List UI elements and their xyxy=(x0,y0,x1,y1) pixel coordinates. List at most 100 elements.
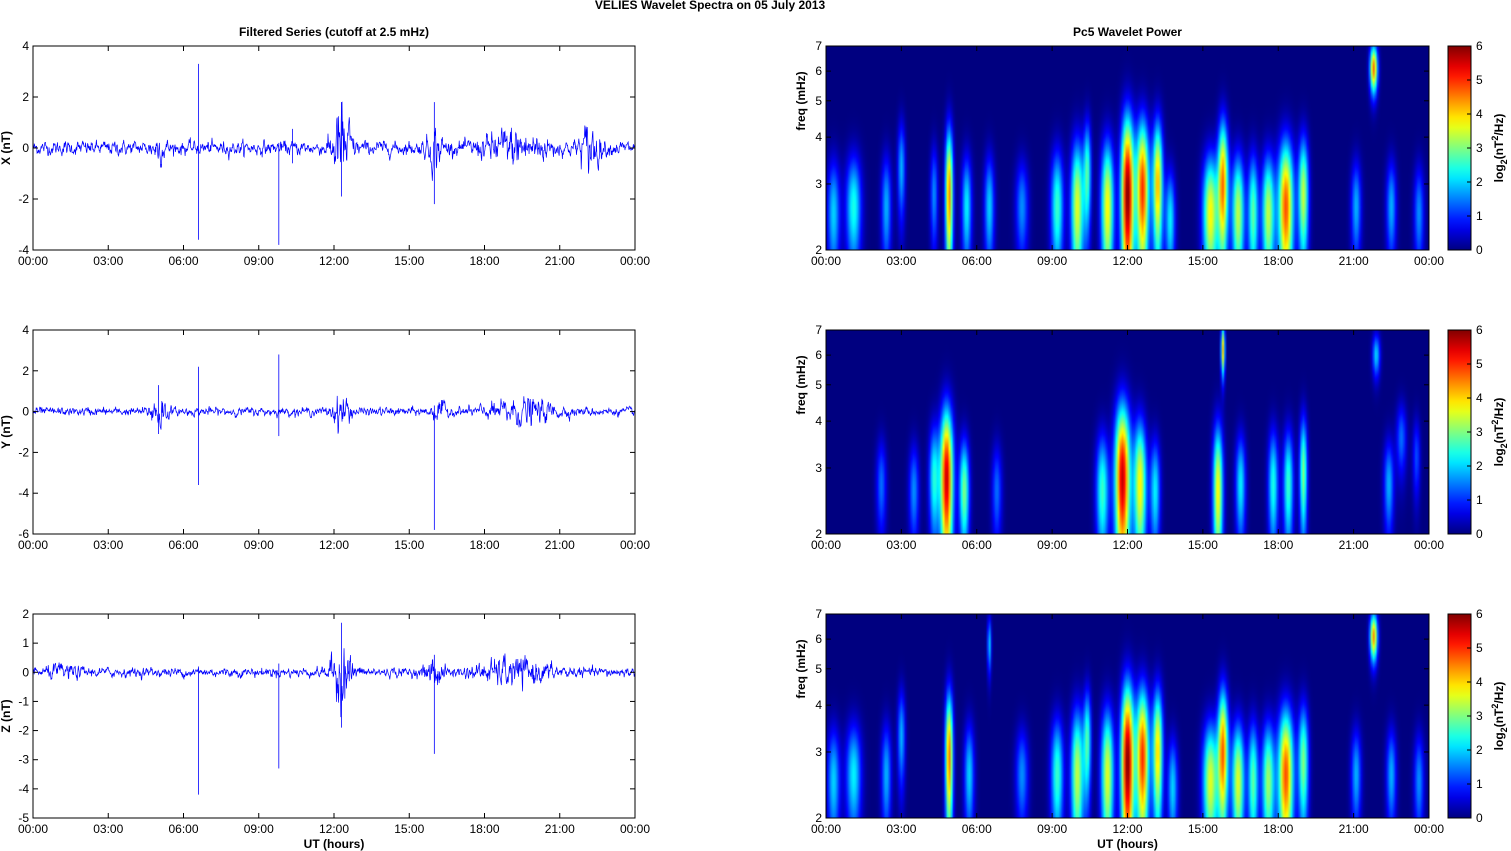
colorbar-tick-label: 6 xyxy=(1476,607,1483,621)
ytick-label: 2 xyxy=(815,527,822,541)
ts-xtick-label: 18:00 xyxy=(469,254,499,268)
wv-xtick-label: 03:00 xyxy=(886,254,916,268)
wv-xtick-label: 00:00 xyxy=(1414,822,1444,836)
ts-xtick-label: 21:00 xyxy=(545,538,575,552)
wv-xtick-label: 00:00 xyxy=(1414,538,1444,552)
ytick-label: 7 xyxy=(815,607,822,621)
colorbar-tick-label: 3 xyxy=(1476,425,1483,439)
ytick-label: 2 xyxy=(815,243,822,257)
wv-xtick-label: 18:00 xyxy=(1263,822,1293,836)
colorbar-tick-label: 3 xyxy=(1476,141,1483,155)
colorbar-tick-label: 1 xyxy=(1476,777,1483,791)
ytick-label: -5 xyxy=(18,811,29,825)
ytick-label: 4 xyxy=(22,39,29,53)
ytick-label: -4 xyxy=(18,782,29,796)
ytick-label: -3 xyxy=(18,753,29,767)
wv-xtick-label: 09:00 xyxy=(1037,538,1067,552)
colorbar: 0 1 2 3 4 5 6 log2(nT2/Hz) xyxy=(1447,39,1509,257)
ts-xtick-label: 15:00 xyxy=(394,538,424,552)
ts-xtick-label: 06:00 xyxy=(168,538,198,552)
ytick-label: 2 xyxy=(22,90,29,104)
wv-xtick-label: 12:00 xyxy=(1112,822,1142,836)
ts-xtick-label: 15:00 xyxy=(394,254,424,268)
ytick-label: 5 xyxy=(815,378,822,392)
ytick-label: 3 xyxy=(815,177,822,191)
ytick-label: 3 xyxy=(815,461,822,475)
ylabel: Y (nT) xyxy=(0,415,13,449)
ytick-label: 6 xyxy=(815,348,822,362)
series-line xyxy=(32,395,636,434)
wv-xtick-label: 12:00 xyxy=(1112,254,1142,268)
wavelet-panel-3: 2 3 4 5 6 7 00:00 03:00 06:00 09:00 12:00 15:00 18:0… xyxy=(794,607,1509,851)
ytick-label: 2 xyxy=(22,607,29,621)
heatmap-image xyxy=(826,614,1429,818)
colorbar-tick-label: 1 xyxy=(1476,209,1483,223)
ytick-label: -4 xyxy=(18,486,29,500)
ts-xtick-label: 21:00 xyxy=(545,822,575,836)
ytick-label: -1 xyxy=(18,694,29,708)
colorbar-tick-label: 5 xyxy=(1476,357,1483,371)
wavelet-panel-2: 2 3 4 5 6 7 00:00 03:00 06:00 09:00 12:00 15:00 18:0… xyxy=(794,323,1509,552)
ts-xtick-label: 03:00 xyxy=(93,538,123,552)
xlabel: UT (hours) xyxy=(1097,837,1158,851)
ts-xtick-label: 18:00 xyxy=(469,538,499,552)
ts-xtick-label: 00:00 xyxy=(620,538,650,552)
colorbar-tick-label: 4 xyxy=(1476,391,1483,405)
ts-xtick-label: 21:00 xyxy=(545,254,575,268)
colorbar-tick-label: 1 xyxy=(1476,493,1483,507)
wv-xtick-label: 21:00 xyxy=(1339,538,1369,552)
timeseries-panel-1: -4 -2 0 2 4 00:00 03:00 06:00 09:00 12:00 15:00 18:… xyxy=(0,25,650,268)
figure-suptitle: VELIES Wavelet Spectra on 05 July 2013 xyxy=(595,0,826,12)
wv-xtick-label: 15:00 xyxy=(1188,254,1218,268)
colorbar-tick-label: 2 xyxy=(1476,459,1483,473)
ytick-label: 6 xyxy=(815,64,822,78)
ytick-label: -4 xyxy=(18,243,29,257)
wv-xtick-label: 09:00 xyxy=(1037,822,1067,836)
heatmap-image xyxy=(826,330,1429,534)
ytick-label: 2 xyxy=(815,811,822,825)
ylabel: freq (mHz) xyxy=(794,355,808,414)
ytick-label: 7 xyxy=(815,39,822,53)
ytick-label: 5 xyxy=(815,662,822,676)
colorbar-tick-label: 4 xyxy=(1476,107,1483,121)
colorbar-label: log2(nT2/Hz) xyxy=(1490,114,1509,183)
ts-xtick-label: 03:00 xyxy=(93,254,123,268)
colorbar-tick-label: 5 xyxy=(1476,641,1483,655)
colorbar-tick-label: 0 xyxy=(1476,811,1483,825)
ts-xtick-label: 12:00 xyxy=(319,538,349,552)
timeseries-panel-3: -5 -4 -3 -2 -1 0 1 2 00:00 03:00 06:00 09:00 12:00 15… xyxy=(0,607,650,851)
colorbar-tick-label: 6 xyxy=(1476,39,1483,53)
ylabel: Z (nT) xyxy=(0,699,13,732)
ytick-label: 4 xyxy=(815,414,822,428)
ytick-label: 0 xyxy=(22,405,29,419)
ts-xtick-label: 00:00 xyxy=(620,822,650,836)
ts-xtick-label: 12:00 xyxy=(319,822,349,836)
ts-xtick-label: 12:00 xyxy=(319,254,349,268)
colorbar-tick-label: 6 xyxy=(1476,323,1483,337)
ts-xtick-label: 03:00 xyxy=(93,822,123,836)
wv-xtick-label: 12:00 xyxy=(1112,538,1142,552)
ts-xtick-label: 09:00 xyxy=(244,254,274,268)
wv-xtick-label: 06:00 xyxy=(962,254,992,268)
colorbar-label: log2(nT2/Hz) xyxy=(1490,682,1509,751)
ytick-label: -2 xyxy=(18,445,29,459)
series-line xyxy=(32,648,636,718)
ytick-label: 6 xyxy=(815,632,822,646)
wv-xtick-label: 18:00 xyxy=(1263,538,1293,552)
ytick-label: -6 xyxy=(18,527,29,541)
ytick-label: 3 xyxy=(815,745,822,759)
ytick-label: 4 xyxy=(815,130,822,144)
ytick-label: -2 xyxy=(18,192,29,206)
ytick-label: -2 xyxy=(18,724,29,738)
colorbar-tick-label: 2 xyxy=(1476,743,1483,757)
ytick-label: 1 xyxy=(22,636,29,650)
colorbar-tick-label: 0 xyxy=(1476,243,1483,257)
colorbar-tick-label: 5 xyxy=(1476,73,1483,87)
ts-xtick-label: 09:00 xyxy=(244,538,274,552)
wv-xtick-label: 18:00 xyxy=(1263,254,1293,268)
timeseries-panel-2: -6 -4 -2 0 2 4 00:00 03:00 06:00 09:00 12:00 15:00 1… xyxy=(0,323,650,552)
wv-xtick-label: 06:00 xyxy=(962,822,992,836)
series-line xyxy=(32,101,636,181)
ylabel: X (nT) xyxy=(0,131,13,165)
